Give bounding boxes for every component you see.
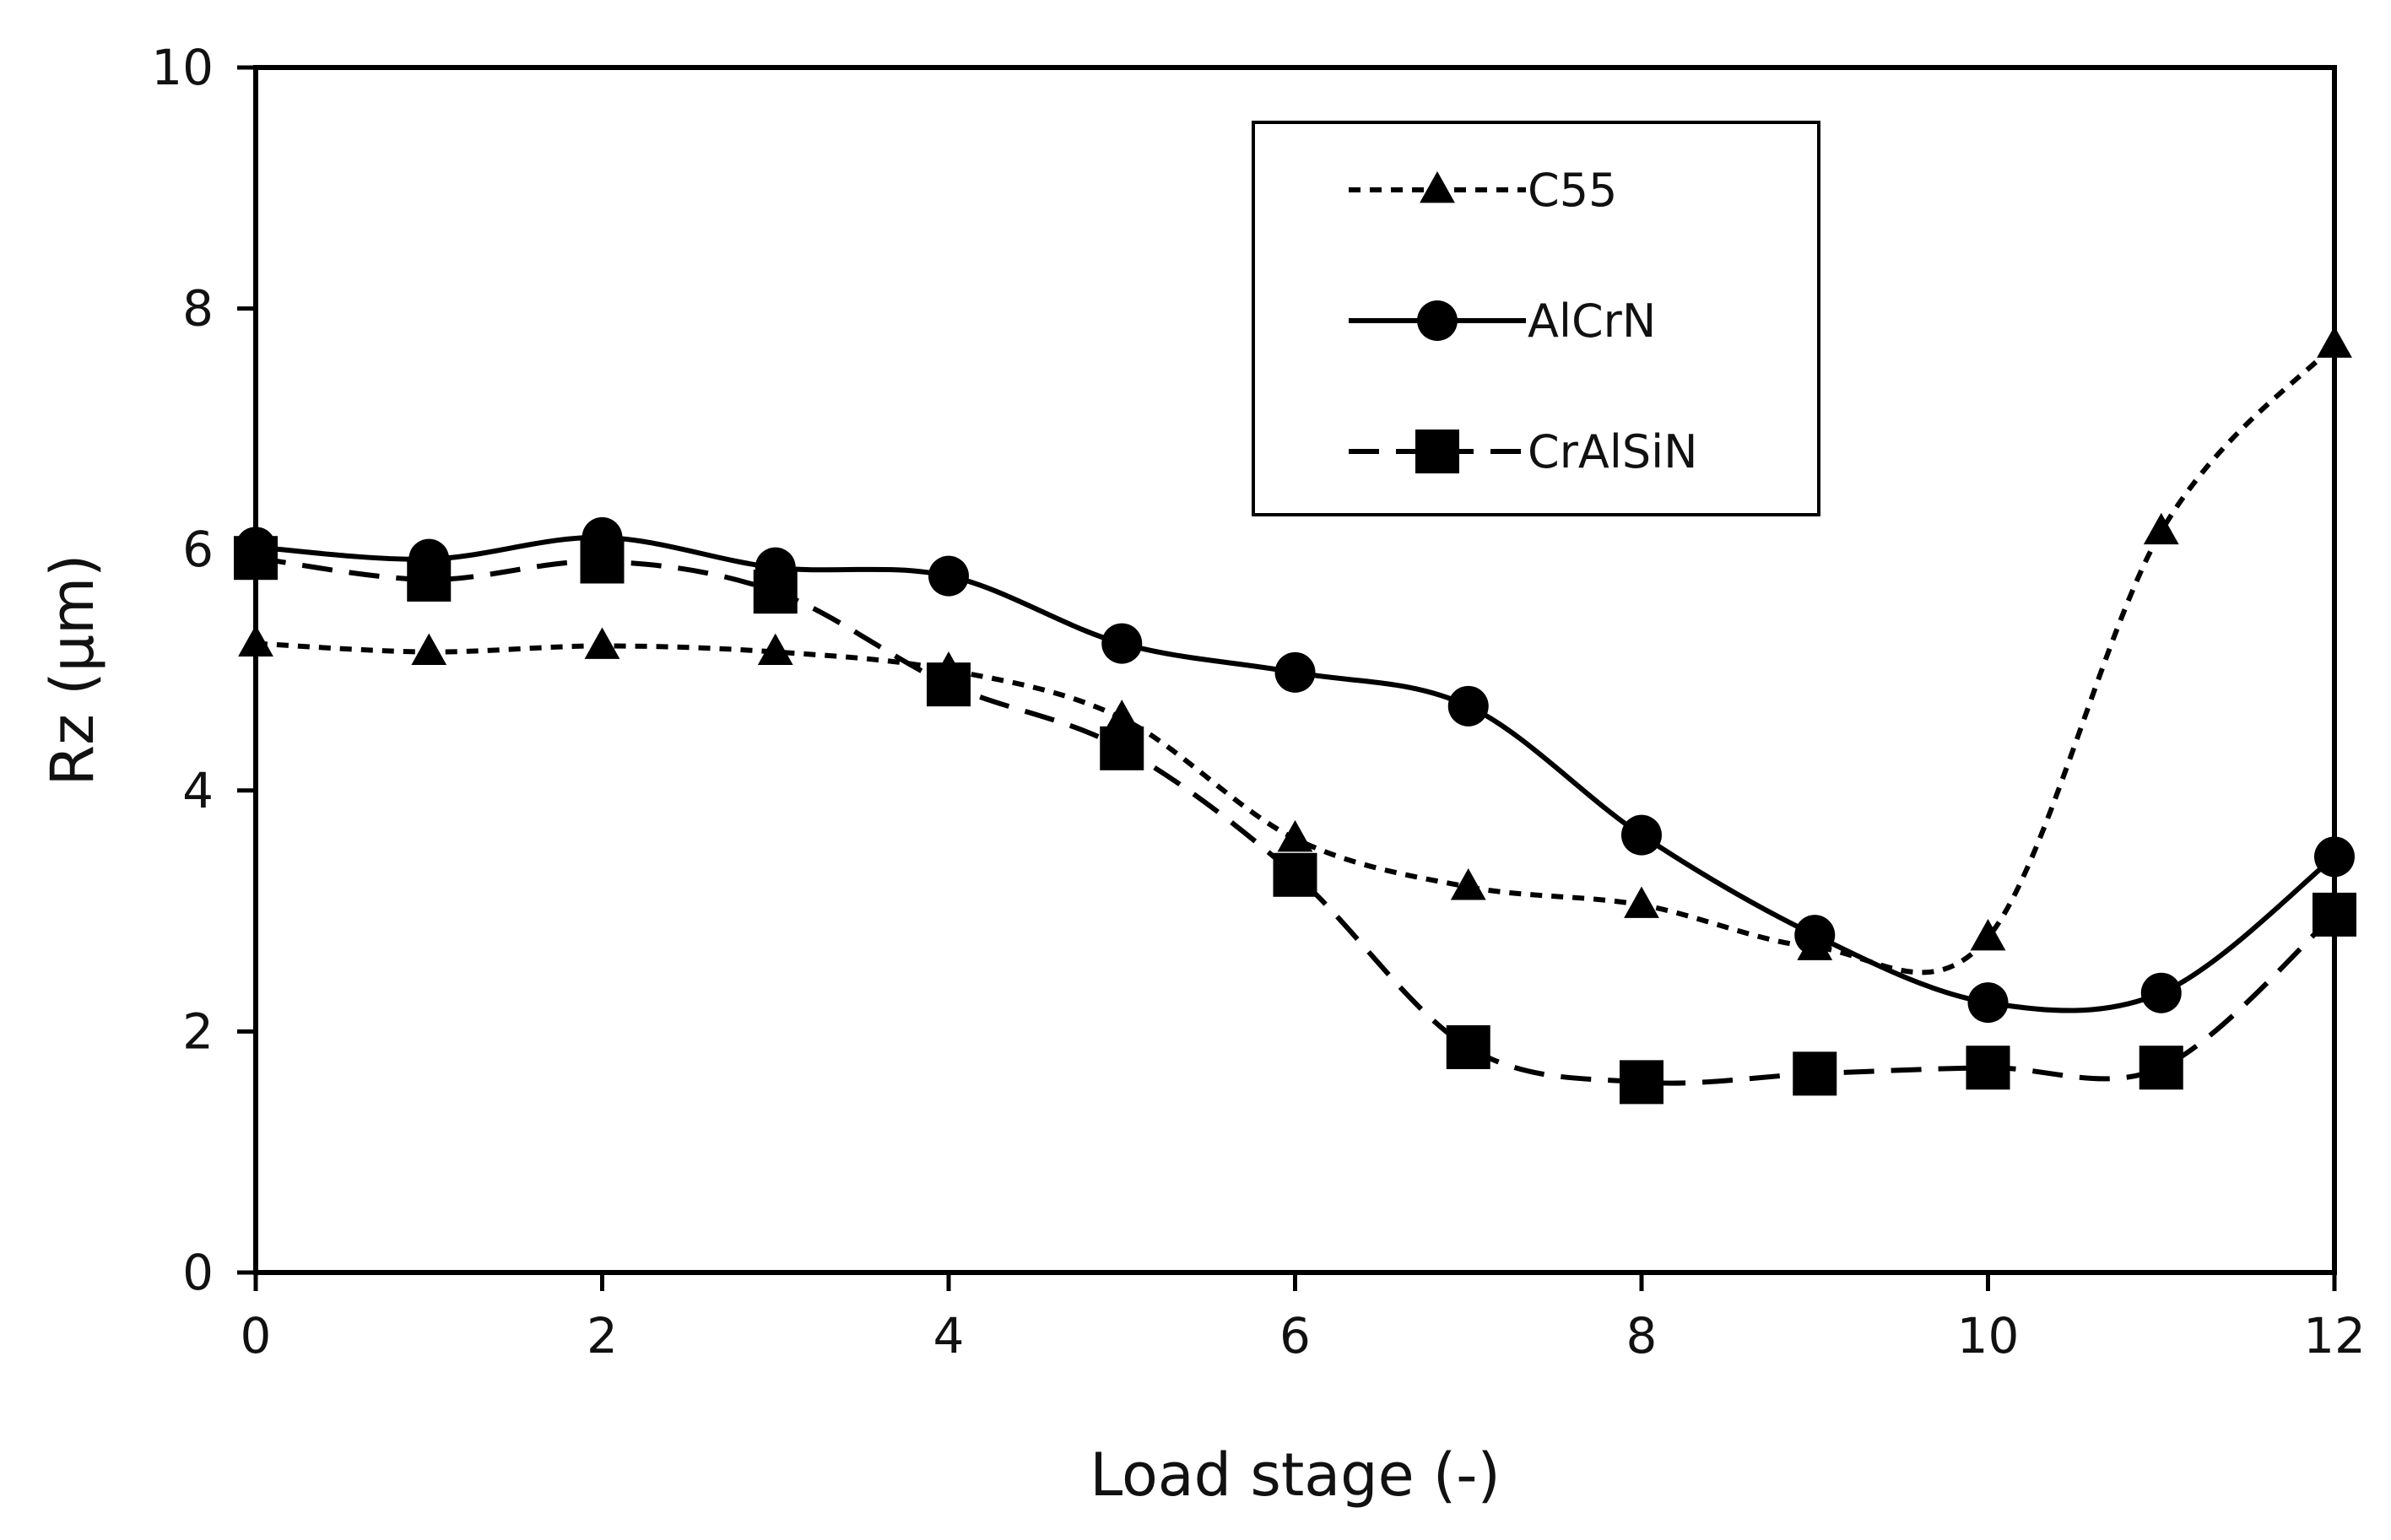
data-point-alcrn	[1447, 685, 1489, 727]
data-point-c55	[1450, 868, 1486, 900]
data-point-cralsin	[2139, 1046, 2183, 1090]
data-point-cralsin	[1446, 1024, 1490, 1069]
legend-box	[1252, 121, 1820, 516]
legend-label-c55: C55	[1528, 164, 1617, 217]
series-line-c55	[255, 343, 2337, 975]
data-point-alcrn	[1274, 651, 1316, 693]
legend-marker-c55	[1420, 171, 1455, 203]
data-point-cralsin	[1966, 1046, 2010, 1090]
data-point-cralsin	[753, 570, 798, 614]
data-point-c55	[1104, 700, 1140, 732]
y-tick-label: 4	[182, 762, 214, 819]
data-point-c55	[411, 633, 447, 665]
x-axis-title: Load stage (-)	[1090, 1440, 1501, 1510]
y-tick-label: 0	[182, 1244, 214, 1301]
x-tick-label: 8	[1626, 1307, 1658, 1364]
data-point-cralsin	[927, 662, 971, 707]
data-point-c55	[1277, 819, 1313, 852]
data-point-alcrn	[1621, 814, 1662, 856]
data-point-cralsin	[1793, 1051, 1837, 1096]
y-tick-label: 6	[182, 521, 214, 578]
y-tick-label: 10	[151, 39, 214, 96]
x-tick-label: 12	[2303, 1307, 2366, 1364]
legend-entry-alcrn: AlCrN	[1349, 294, 1656, 348]
legend-marker-cralsin	[1415, 430, 1459, 473]
legend-entry-c55: C55	[1349, 164, 1617, 217]
y-tick-label: 2	[182, 1002, 214, 1060]
data-point-cralsin	[1100, 726, 1144, 770]
x-tick-label: 0	[241, 1307, 272, 1364]
data-point-c55	[584, 627, 620, 659]
legend-marker-alcrn	[1417, 300, 1458, 341]
y-axis-title: Rz (µm)	[38, 554, 107, 786]
data-point-c55	[1970, 919, 2006, 951]
x-tick-label: 2	[587, 1307, 618, 1364]
x-tick-label: 6	[1279, 1307, 1311, 1364]
legend-entries: C55 AlCrN CrAlSiN	[1349, 164, 1698, 478]
legend-label-cralsin: CrAlSiN	[1528, 425, 1698, 478]
data-point-alcrn	[928, 555, 969, 597]
data-point-cralsin	[1620, 1060, 1663, 1105]
data-point-c55	[2143, 512, 2179, 545]
data-point-c55	[757, 633, 793, 665]
legend: C55 AlCrN CrAlSiN	[1252, 121, 1820, 516]
legend-entry-cralsin: CrAlSiN	[1349, 425, 1698, 478]
data-point-cralsin	[1273, 852, 1317, 897]
data-point-alcrn	[2140, 972, 2182, 1013]
axis-ticks: 0 2 4 6 8 10 12 0 2 4 6 8 10	[151, 39, 2366, 1364]
legend-label-alcrn: AlCrN	[1528, 294, 1656, 348]
data-point-c55	[1624, 886, 1659, 918]
y-tick-label: 8	[182, 280, 214, 338]
data-point-alcrn	[1967, 982, 2009, 1024]
data-point-alcrn	[1101, 623, 1143, 664]
x-tick-label: 4	[933, 1307, 965, 1364]
x-tick-label: 10	[1957, 1307, 2020, 1364]
data-point-alcrn	[1794, 915, 1836, 956]
data-point-cralsin	[580, 539, 625, 584]
data-point-cralsin	[407, 557, 452, 602]
